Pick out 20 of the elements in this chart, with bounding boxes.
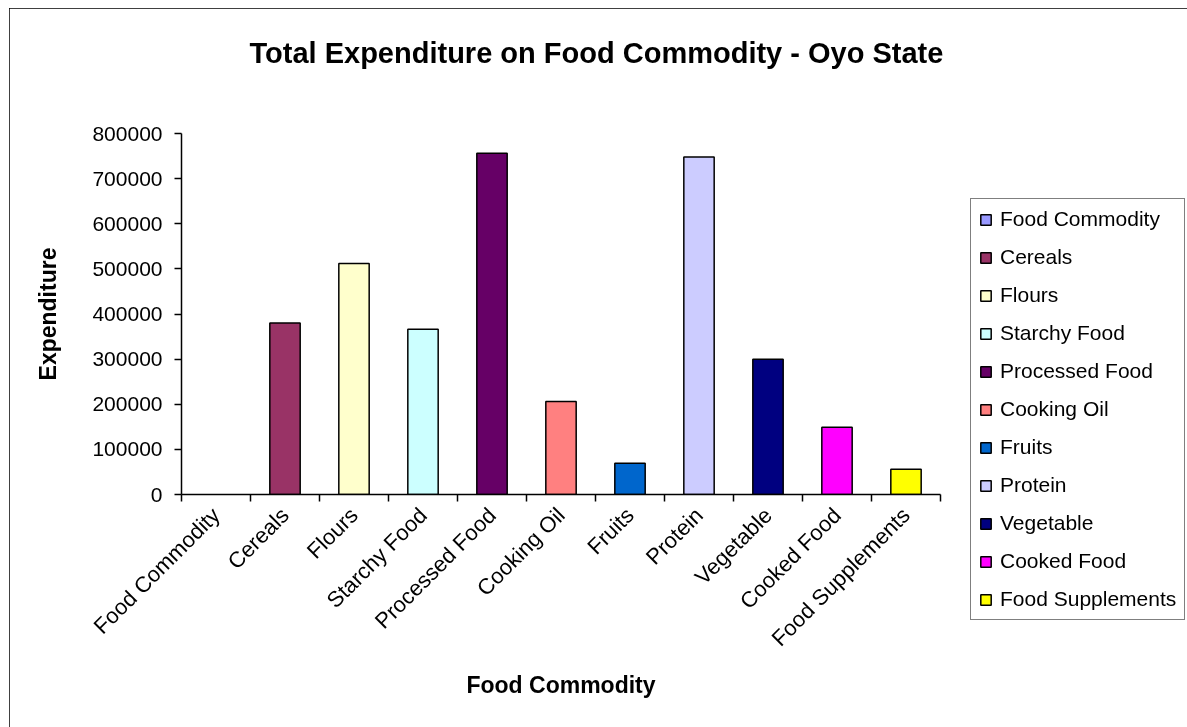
x-axis-title: Food Commodity xyxy=(466,671,656,698)
legend-label: Processed Food xyxy=(1000,359,1153,383)
y-axis-title: Expenditure xyxy=(35,247,62,381)
y-tick-label: 700000 xyxy=(92,166,163,190)
chart-title: Total Expenditure on Food Commodity - Oyo State xyxy=(249,36,944,69)
legend-label: Starchy Food xyxy=(1000,321,1125,345)
legend-label: Protein xyxy=(1000,473,1067,497)
legend-label: Cereals xyxy=(1000,245,1073,269)
y-tick-label: 100000 xyxy=(92,437,163,461)
legend-label: Food Commodity xyxy=(1000,207,1160,231)
y-tick-label: 500000 xyxy=(92,256,163,280)
y-tick-label: 800000 xyxy=(92,121,163,145)
y-tick-label: 300000 xyxy=(92,347,163,371)
legend-label: Flours xyxy=(1000,283,1059,307)
y-tick-label: 0 xyxy=(150,482,163,506)
legend-label: Fruits xyxy=(1000,435,1053,459)
y-tick-label: 600000 xyxy=(92,211,163,235)
y-tick-label: 200000 xyxy=(92,392,163,416)
y-tick-label: 400000 xyxy=(92,302,163,325)
legend-label: Cooking Oil xyxy=(1000,397,1109,421)
